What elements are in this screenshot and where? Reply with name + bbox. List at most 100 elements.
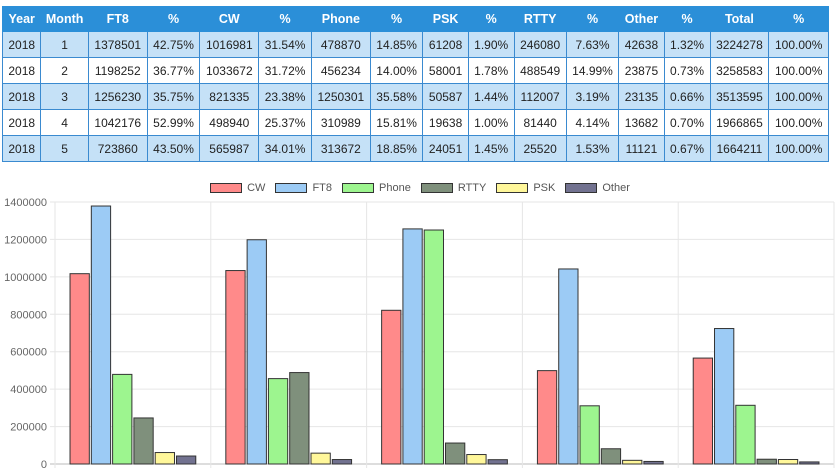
table-body: 2018 1 1378501 42.75% 1016981 31.54% 478870 14.… — [1, 31, 829, 162]
table-row: 2018 2 1198252 36.77% 1033672 31.72% 456234 14.… — [1, 57, 829, 84]
table-cell: 488549 — [513, 57, 567, 84]
bar-other-month-4 — [643, 460, 664, 465]
bar-rtty-month-5 — [756, 458, 777, 465]
column-header: % — [369, 6, 424, 32]
table-cell: 2018 — [1, 31, 42, 58]
bar-phone-month-1 — [112, 373, 133, 465]
column-header: % — [565, 6, 620, 32]
table-cell: 15.81% — [369, 109, 424, 136]
bar-psk-month-3 — [466, 454, 487, 465]
table-cell: 7.63% — [565, 31, 620, 58]
table-cell: 1016981 — [199, 31, 260, 58]
bar-rtty-month-4 — [600, 448, 622, 465]
legend-item-rtty[interactable]: RTTY — [420, 182, 487, 194]
table-cell: 498940 — [199, 109, 260, 136]
table-cell: 25.37% — [258, 109, 312, 136]
table-cell: 13682 — [618, 109, 665, 136]
legend-label: CW — [247, 182, 266, 194]
table-cell: 112007 — [513, 83, 567, 110]
table-cell: 1 — [40, 31, 89, 58]
y-tick-label: 1200000 — [4, 234, 47, 246]
legend-swatch — [275, 183, 308, 193]
table-cell: 723860 — [87, 135, 148, 162]
table-cell: 456234 — [310, 57, 371, 84]
table-cell: 61208 — [422, 31, 469, 58]
legend-item-other[interactable]: Other — [565, 182, 630, 194]
table-cell: 2 — [40, 57, 89, 84]
table-cell: 31.72% — [258, 57, 312, 84]
y-tick-label: 400000 — [10, 384, 47, 396]
table-cell: 2018 — [1, 109, 42, 136]
table-cell: 36.77% — [146, 57, 201, 84]
table-cell: 23.38% — [258, 83, 312, 110]
legend-label: Phone — [379, 182, 411, 194]
legend-swatch — [342, 183, 374, 193]
bar-psk-month-5 — [777, 458, 799, 465]
table-cell: 310989 — [310, 109, 371, 136]
column-header: PSK — [422, 6, 469, 32]
legend-item-phone[interactable]: Phone — [342, 182, 411, 194]
table-cell: 1.53% — [565, 135, 620, 162]
bar-ft8-month-3 — [402, 228, 423, 465]
bar-other-month-1 — [175, 455, 197, 465]
table-cell: 42.75% — [146, 31, 201, 58]
bar-psk-month-4 — [622, 459, 643, 465]
bar-phone-month-4 — [579, 405, 600, 465]
y-tick-label: 600000 — [10, 347, 47, 359]
legend-item-cw[interactable]: CW — [210, 182, 265, 194]
table-cell: 35.58% — [369, 83, 424, 110]
table-cell: 100.00% — [768, 57, 829, 84]
bar-other-month-2 — [331, 459, 353, 465]
table-cell: 3.19% — [565, 83, 620, 110]
table-cell: 1042176 — [87, 109, 148, 136]
bar-ft8-month-4 — [558, 268, 579, 465]
table-cell: 1.45% — [467, 135, 515, 162]
table-row: 2018 3 1256230 35.75% 821335 23.38% 1250301 35.… — [1, 83, 829, 110]
legend-item-psk[interactable]: PSK — [496, 182, 555, 194]
table-cell: 58001 — [422, 57, 469, 84]
bar-phone-month-3 — [423, 229, 445, 465]
table-cell: 50587 — [422, 83, 469, 110]
table-cell: 1664211 — [709, 135, 770, 162]
table-cell: 34.01% — [258, 135, 312, 162]
legend-swatch — [210, 183, 243, 193]
table-cell: 1033672 — [199, 57, 260, 84]
table-cell: 23875 — [618, 57, 665, 84]
legend-label: PSK — [533, 182, 556, 194]
table-cell: 100.00% — [768, 31, 829, 58]
table-cell: 565987 — [199, 135, 260, 162]
legend-item-ft8[interactable]: FT8 — [275, 182, 332, 194]
bar-cw-month-3 — [381, 309, 402, 465]
table-cell: 1.90% — [467, 31, 515, 58]
y-tick-label: 800000 — [10, 309, 47, 321]
table-cell: 1966865 — [709, 109, 770, 136]
table-cell: 31.54% — [258, 31, 312, 58]
table-cell: 100.00% — [768, 83, 829, 110]
bar-chart: 0 200000 400000 600000 800000 1000000 1200000 1… — [4, 197, 835, 468]
chart-legend: CW FT8 Phone RTTY PSK Other — [0, 180, 840, 196]
y-tick-label: 200000 — [10, 422, 47, 434]
bar-psk-month-2 — [310, 452, 331, 465]
table-cell: 14.99% — [565, 57, 620, 84]
table-cell: 1.00% — [467, 109, 515, 136]
table-cell: 0.73% — [663, 57, 711, 84]
table-row: 2018 5 723860 43.50% 565987 34.01% 313672 18.85… — [1, 135, 829, 162]
table-cell: 2018 — [1, 135, 42, 162]
table-cell: 100.00% — [768, 109, 829, 136]
table-cell: 246080 — [513, 31, 567, 58]
column-header: RTTY — [513, 6, 567, 32]
column-header: Other — [618, 6, 665, 32]
bar-psk-month-1 — [154, 452, 175, 465]
bar-rtty-month-2 — [289, 372, 310, 465]
bar-rtty-month-3 — [445, 442, 466, 465]
table-cell: 0.70% — [663, 109, 711, 136]
table-cell: 23135 — [618, 83, 665, 110]
bar-cw-month-2 — [225, 270, 246, 465]
legend-label: RTTY — [457, 182, 487, 194]
table-cell: 0.66% — [663, 83, 711, 110]
table-cell: 3513595 — [709, 83, 770, 110]
column-header: CW — [199, 6, 260, 32]
table-cell: 3258583 — [709, 57, 770, 84]
bar-other-month-5 — [799, 461, 820, 465]
